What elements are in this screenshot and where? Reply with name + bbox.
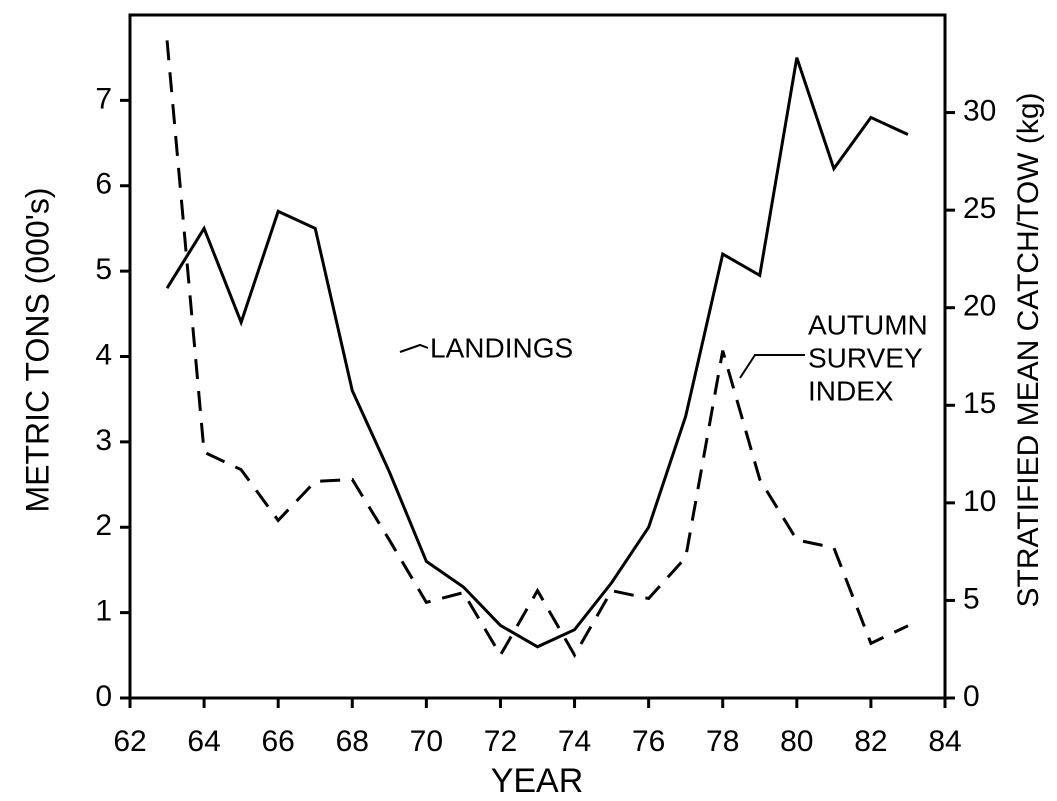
x-tick-label: 82: [854, 725, 887, 758]
y-tick-label: 3: [95, 424, 112, 457]
y2-axis-label: STRATIFIED MEAN CATCH/TOW (kg): [1012, 93, 1045, 608]
y2-tick-label: 15: [963, 387, 996, 420]
x-tick-label: 78: [706, 725, 739, 758]
x-axis-label: YEAR: [491, 762, 584, 800]
y2-tick-label: 20: [963, 290, 996, 323]
x-tick-label: 68: [336, 725, 369, 758]
x-tick-label: 64: [187, 725, 220, 758]
x-tick-label: 72: [484, 725, 517, 758]
y2-tick-label: 25: [963, 192, 996, 225]
y-tick-label: 2: [95, 509, 112, 542]
y-tick-label: 7: [95, 82, 112, 115]
y2-tick-label: 30: [963, 94, 996, 127]
annotation-arrow: [739, 354, 805, 379]
x-tick-label: 70: [410, 725, 443, 758]
x-tick-label: 74: [558, 725, 591, 758]
annotation: SURVEY: [808, 342, 923, 373]
x-tick-label: 62: [113, 725, 146, 758]
y2-tick-label: 5: [963, 582, 980, 615]
y-tick-label: 0: [95, 680, 112, 713]
y-tick-label: 4: [95, 338, 112, 371]
annotation: AUTUMN: [808, 309, 928, 340]
x-tick-label: 84: [928, 725, 961, 758]
data-line: [165, 57, 909, 649]
annotation: INDEX: [808, 375, 894, 406]
y-tick-label: 1: [95, 595, 112, 628]
x-tick-label: 76: [632, 725, 665, 758]
y-tick-label: 6: [95, 168, 112, 201]
data-line: [165, 40, 909, 659]
x-tick-label: 80: [780, 725, 813, 758]
x-tick-label: 66: [261, 725, 294, 758]
y-axis-label: METRIC TONS (000's): [19, 188, 55, 513]
y-tick-label: 5: [95, 253, 112, 286]
annotation: LANDINGS: [430, 332, 573, 363]
annotation-arrow: [399, 343, 429, 353]
y2-tick-label: 0: [963, 680, 980, 713]
y2-tick-label: 10: [963, 485, 996, 518]
